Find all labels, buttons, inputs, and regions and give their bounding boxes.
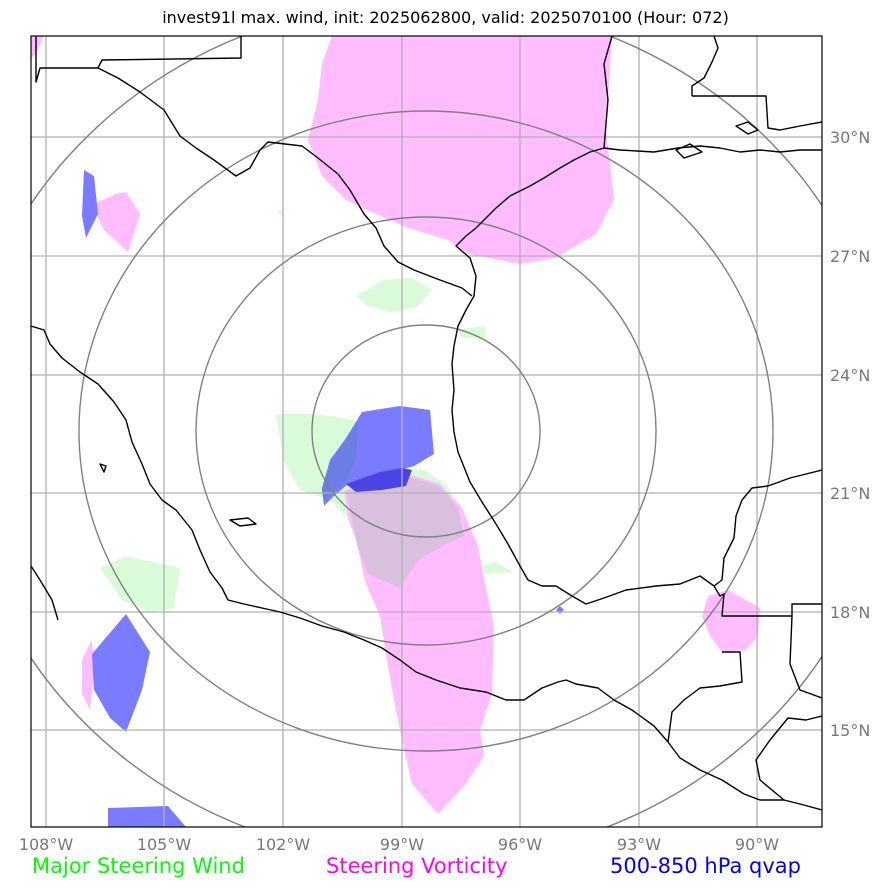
- range-ring: [195, 216, 657, 646]
- qvap-core: [346, 468, 412, 492]
- legend-qvap: 500-850 hPa qvap: [610, 854, 801, 878]
- steering-wind-area: [456, 326, 486, 338]
- lon-label: 96°W: [498, 835, 542, 854]
- steering-vorticity-area: [702, 590, 760, 652]
- map-title: invest91l max. wind, init: 2025062800, v…: [162, 8, 729, 27]
- legend-wind: Major Steering Wind: [32, 854, 245, 878]
- lon-label: 99°W: [380, 835, 424, 854]
- steering-vorticity-area: [92, 192, 140, 252]
- legend-vorticity: Steering Vorticity: [326, 854, 508, 878]
- qvap-area: [92, 614, 150, 732]
- lat-label: 24°N: [830, 366, 870, 385]
- qvap-areas: [82, 170, 564, 827]
- qvap-area: [322, 406, 434, 506]
- latitude-labels: 30°N 27°N 24°N 21°N 18°N 15°N: [830, 128, 870, 740]
- steering-vorticity-area: [308, 36, 614, 264]
- overlap-area: [346, 478, 464, 588]
- steering-wind-area: [100, 556, 180, 612]
- steering-vorticity-area: [82, 640, 94, 710]
- qvap-overlap: [322, 422, 358, 502]
- lat-label: 27°N: [830, 247, 870, 266]
- lon-label: 108°W: [19, 835, 74, 854]
- gridlines: [31, 36, 822, 827]
- lat-label: 21°N: [830, 484, 870, 503]
- steering-wind-area: [356, 278, 432, 312]
- longitude-labels: 108°W 105°W 102°W 99°W 96°W 93°W 90°W: [19, 835, 779, 854]
- steering-vorticity-area: [31, 36, 44, 58]
- lon-label: 90°W: [735, 835, 779, 854]
- map-frame: [30, 35, 823, 828]
- range-ring: [78, 110, 774, 752]
- lon-label: 102°W: [256, 835, 311, 854]
- lon-label: 105°W: [137, 835, 192, 854]
- range-ring: [311, 324, 541, 538]
- qvap-area: [108, 806, 186, 827]
- lat-label: 15°N: [830, 721, 870, 740]
- lon-label: 93°W: [617, 835, 661, 854]
- range-rings: [31, 36, 822, 827]
- qvap-area: [82, 170, 98, 238]
- lat-label: 18°N: [830, 603, 870, 622]
- coastlines: [31, 36, 822, 811]
- lat-label: 30°N: [830, 128, 870, 147]
